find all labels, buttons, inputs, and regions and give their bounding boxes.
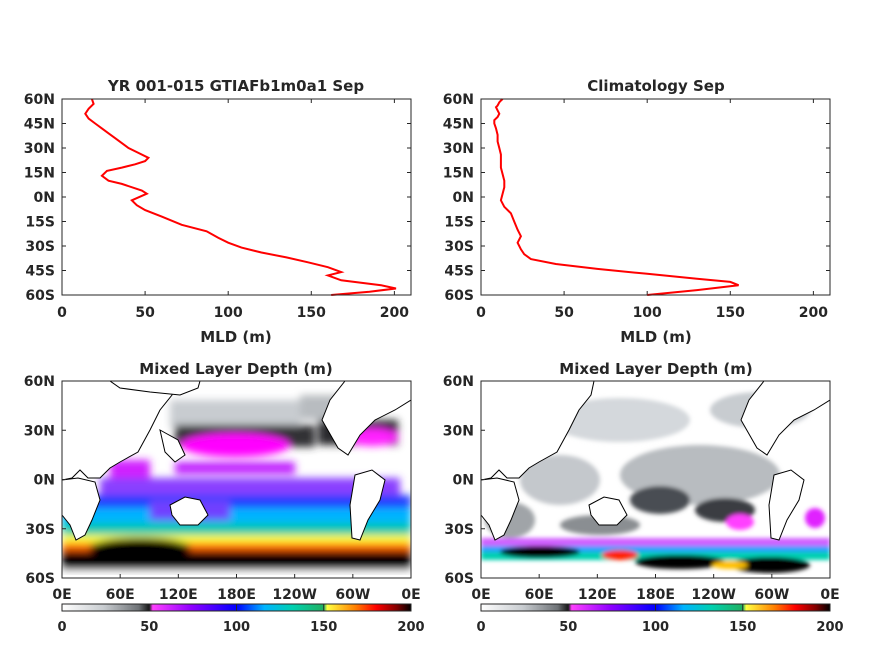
y-tick-label: 60S	[25, 288, 55, 304]
x-tick-label: 60W	[754, 587, 789, 603]
x-tick-label: 200	[799, 305, 828, 321]
x-tick-label: 120W	[272, 587, 317, 603]
x-tick-label: 120E	[578, 587, 617, 603]
y-tick-label: 0N	[453, 473, 474, 489]
series-line	[493, 98, 739, 296]
x-tick-label: 50	[554, 305, 574, 321]
y-tick-label: 0N	[34, 473, 55, 489]
colorbar-tick-label: 0	[476, 620, 485, 635]
x-tick-label: 0E	[52, 587, 71, 603]
y-tick-label: 15S	[444, 215, 474, 231]
y-tick-label: 60N	[443, 92, 474, 108]
x-tick-label: 0E	[401, 587, 420, 603]
x-tick-label: 0E	[471, 587, 490, 603]
x-tick-label: 200	[380, 305, 409, 321]
y-tick-label: 30N	[443, 141, 474, 157]
chart-title: YR 001-015 GTIAFb1m0a1 Sep	[107, 77, 364, 95]
colorbar-tick-label: 150	[729, 620, 756, 635]
y-tick-label: 30S	[25, 522, 55, 538]
y-tick-label: 45N	[443, 117, 474, 133]
y-tick-label: 60N	[443, 374, 474, 390]
x-tick-label: 50	[135, 305, 155, 321]
x-tick-label: 60W	[335, 587, 370, 603]
y-tick-label: 30S	[444, 522, 474, 538]
x-tick-label: 120E	[159, 587, 198, 603]
x-tick-label: 60E	[106, 587, 135, 603]
y-tick-label: 60S	[444, 288, 474, 304]
x-tick-label: 0	[476, 305, 486, 321]
colorbar-tick-label: 100	[642, 620, 669, 635]
x-tick-label: 150	[716, 305, 745, 321]
colorbar-tick-label: 50	[140, 620, 158, 635]
colorbar-tick-label: 100	[223, 620, 250, 635]
x-tick-label: 100	[214, 305, 243, 321]
colorbar-tick-label: 150	[310, 620, 337, 635]
y-tick-label: 0N	[34, 190, 55, 206]
y-tick-label: 60S	[444, 571, 474, 587]
colorbar-tick-label: 50	[559, 620, 577, 635]
x-tick-label: 100	[633, 305, 662, 321]
y-tick-label: 60N	[24, 374, 55, 390]
x-tick-label: 0E	[820, 587, 839, 603]
plot-frame	[480, 98, 831, 296]
y-tick-label: 30N	[443, 423, 474, 439]
x-axis-label: MLD (m)	[620, 328, 692, 346]
y-tick-label: 45S	[444, 264, 474, 280]
colorbar-tick-label: 0	[57, 620, 66, 635]
map-climatology: Mixed Layer Depth (m)	[443, 360, 844, 635]
x-tick-label: 180E	[217, 587, 256, 603]
y-tick-label: 15S	[25, 215, 55, 231]
x-tick-label: 180E	[636, 587, 675, 603]
y-tick-label: 30N	[24, 141, 55, 157]
y-tick-label: 45S	[25, 264, 55, 280]
continents	[481, 381, 830, 541]
y-tick-label: 0N	[453, 190, 474, 206]
chart-title: Climatology Sep	[587, 77, 725, 95]
continents	[62, 381, 411, 541]
series-line	[84, 98, 397, 296]
y-tick-label: 15N	[24, 166, 55, 182]
y-tick-label: 60N	[24, 92, 55, 108]
plot-frame	[61, 98, 412, 296]
x-axis-label: MLD (m)	[200, 328, 272, 346]
colorbar-tick-label: 200	[816, 620, 843, 635]
y-tick-label: 30S	[25, 239, 55, 255]
chart-title: Mixed Layer Depth (m)	[559, 360, 752, 378]
y-tick-label: 30S	[444, 239, 474, 255]
x-tick-label: 150	[297, 305, 326, 321]
y-tick-label: 45N	[24, 117, 55, 133]
heatmap-field	[481, 381, 830, 578]
colorbar-tick-label: 200	[397, 620, 424, 635]
x-tick-label: 120W	[691, 587, 736, 603]
x-tick-label: 0	[57, 305, 67, 321]
y-tick-label: 15N	[443, 166, 474, 182]
heatmap-field	[62, 381, 411, 578]
y-tick-label: 30N	[24, 423, 55, 439]
chart-title: Mixed Layer Depth (m)	[139, 360, 332, 378]
map-model: Mixed Layer Depth (m)	[24, 360, 425, 635]
y-tick-label: 60S	[25, 571, 55, 587]
line-chart-model: YR 001-015 GTIAFb1m0a1 Sep 60N 45N 30N 15N 0…	[24, 77, 412, 346]
x-tick-label: 60E	[525, 587, 554, 603]
line-chart-climatology: Climatology Sep 60N 45N 30N 15N 0N 15S 30S 45S 6…	[443, 77, 831, 346]
